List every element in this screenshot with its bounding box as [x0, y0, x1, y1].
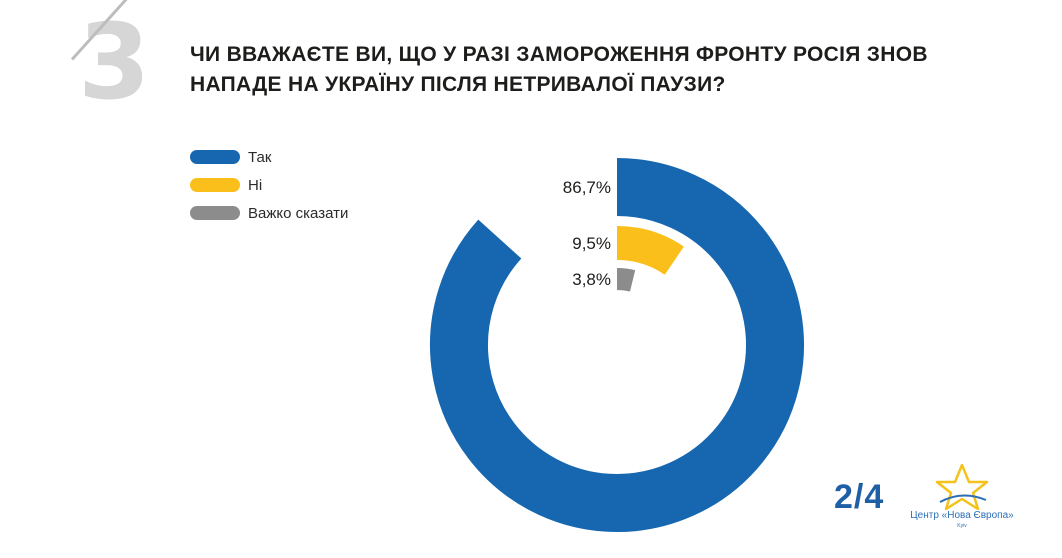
data-label-hard-to-say: 3,8% [572, 270, 611, 289]
logo-name: Центр «Нова Європа» [910, 510, 1014, 521]
legend-label-hard-to-say: Важко сказати [248, 204, 349, 222]
star-icon [935, 463, 989, 511]
title-line-1: ЧИ ВВАЖАЄТЕ ВИ, ЩО У РАЗІ ЗАМОРОЖЕННЯ ФР… [190, 43, 928, 66]
logo-city: Kyiv [957, 523, 967, 529]
legend-label-yes: Так [248, 148, 272, 166]
legend-swatch-yes [190, 150, 240, 164]
arc-hard-to-say [616, 267, 636, 292]
data-label-yes: 86,7% [563, 178, 611, 197]
legend-swatch-hard-to-say [190, 206, 240, 220]
data-label-no: 9,5% [572, 234, 611, 253]
page-indicator: 2/4 [834, 478, 885, 516]
legend-item-no: Ні [190, 171, 348, 199]
question-number: 3 [78, 1, 151, 123]
arc-yes [430, 158, 804, 532]
logo: Центр «Нова Європа» Kyiv [902, 460, 1022, 540]
legend-label-no: Ні [248, 176, 263, 194]
title-line-2: НАПАДЕ НА УКРАЇНУ ПІСЛЯ НЕТРИВАЛОЇ ПАУЗИ… [190, 73, 726, 96]
legend-swatch-no [190, 178, 240, 192]
chart-title: ЧИ ВВАЖАЄТЕ ВИ, ЩО У РАЗІ ЗАМОРОЖЕННЯ ФР… [190, 40, 950, 100]
legend-item-hard-to-say: Важко сказати [190, 199, 348, 227]
legend-item-yes: Так [190, 143, 348, 171]
legend: Так Ні Важко сказати [190, 143, 348, 227]
arc-no [616, 226, 684, 276]
